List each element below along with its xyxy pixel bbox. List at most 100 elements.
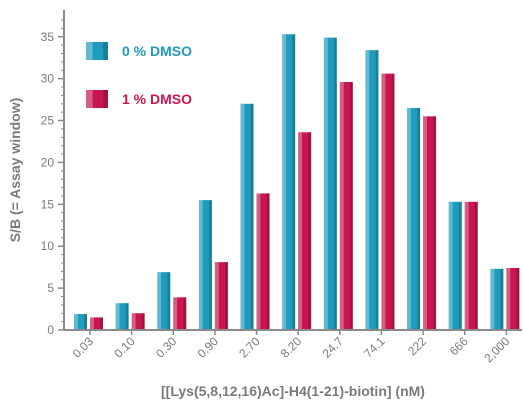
bar-s0-6	[323, 37, 337, 330]
x-axis-title: [[Lys(5,8,12,16)Ac]-H4(1-21)-biotin] (nM…	[161, 383, 425, 399]
bar-s1-6-highlight	[339, 82, 344, 330]
y-tick-label-7: 35	[41, 30, 55, 44]
x-tick-label-0: 0.03	[70, 334, 97, 361]
bar-s0-3-fill	[198, 200, 212, 330]
bar-s1-8	[423, 116, 437, 330]
bar-s1-4	[256, 193, 270, 330]
x-tick-label-8: 222	[405, 334, 429, 358]
bar-s1-0-highlight	[90, 317, 94, 330]
x-tick-label-9: 666	[447, 334, 471, 358]
legend-swatch-1-shade	[103, 90, 108, 108]
y-tick-label-1: 5	[47, 281, 54, 295]
bar-s0-9-fill	[448, 201, 462, 330]
bar-s1-1	[131, 313, 145, 330]
legend-label-1: 1 % DMSO	[122, 91, 192, 107]
bar-s0-1-shade	[125, 303, 129, 330]
bar-s0-4-fill	[240, 103, 254, 330]
bar-s0-5	[282, 34, 296, 330]
bar-s0-4-shade	[250, 103, 254, 330]
bar-s1-3	[214, 262, 228, 330]
bar-s1-5-shade	[308, 132, 312, 330]
bar-s0-8	[407, 107, 421, 330]
bar-s0-0-fill	[74, 314, 87, 330]
x-tick-label-2: 0.30	[153, 334, 180, 361]
bar-s0-10	[490, 268, 504, 330]
bar-s0-2-highlight	[157, 272, 162, 330]
bar-s1-0	[90, 317, 103, 330]
bar-s1-2-highlight	[173, 297, 178, 330]
bar-s0-2-shade	[167, 272, 171, 330]
bar-s1-9-shade	[474, 201, 478, 330]
bars-group	[74, 34, 520, 331]
bar-s0-1	[115, 303, 129, 330]
legend-swatch-1-fill	[86, 90, 108, 108]
bar-s1-8-shade	[433, 116, 437, 330]
legend-swatch-0-shade	[103, 42, 108, 60]
bar-s1-8-highlight	[423, 116, 427, 330]
legend-label-0: 0 % DMSO	[122, 43, 192, 59]
x-tick-label-3: 0.90	[195, 334, 222, 361]
bar-s0-6-shade	[333, 37, 337, 330]
bar-s1-9-fill	[464, 201, 478, 330]
y-tick-label-5: 25	[41, 114, 55, 128]
bar-s1-9-highlight	[464, 201, 469, 330]
bar-s0-7-shade	[375, 50, 379, 330]
bar-s0-8-shade	[417, 107, 421, 330]
bar-s1-3-fill	[214, 262, 228, 330]
bar-s1-6-shade	[349, 82, 353, 330]
y-tick-label-3: 15	[41, 197, 55, 211]
bar-s0-9-shade	[458, 201, 462, 330]
bar-s1-9	[464, 201, 478, 330]
x-tick-label-6: 24.7	[320, 334, 347, 361]
bar-s1-2	[173, 297, 187, 330]
bar-s1-5-highlight	[298, 132, 303, 330]
bar-s0-4-highlight	[240, 103, 245, 330]
bar-s0-10-fill	[490, 268, 504, 330]
bar-s1-8-fill	[423, 116, 437, 330]
legend-swatch-0	[86, 42, 108, 60]
bar-s1-7	[381, 73, 395, 331]
bar-s1-3-highlight	[214, 262, 219, 330]
bar-s1-10	[506, 268, 520, 330]
bar-s1-1-shade	[141, 313, 145, 330]
bar-s0-8-highlight	[407, 107, 411, 330]
y-axis-title: S/B (= Assay window)	[7, 98, 23, 243]
bar-s0-1-fill	[115, 303, 129, 330]
bar-s0-4	[240, 103, 254, 330]
bar-s0-9	[448, 201, 462, 330]
bar-s0-7-highlight	[365, 50, 370, 330]
legend-swatch-1-highlight	[86, 90, 93, 108]
x-tick-label-4: 2.70	[236, 334, 263, 361]
bar-s1-5	[298, 132, 312, 330]
bar-s0-0	[74, 314, 87, 330]
x-tick-label-7: 74.1	[361, 334, 388, 361]
bar-s1-0-fill	[90, 317, 103, 330]
bar-s1-1-highlight	[131, 313, 136, 330]
bar-s0-2	[157, 272, 171, 330]
bar-s0-8-fill	[407, 107, 421, 330]
bar-s1-4-highlight	[256, 193, 261, 330]
bar-s1-3-shade	[225, 262, 228, 330]
y-tick-label-2: 10	[41, 239, 55, 253]
y-tick-label-0: 0	[47, 323, 54, 337]
bar-s1-4-fill	[256, 193, 270, 330]
bar-s0-0-highlight	[74, 314, 78, 330]
x-ticks-group: 0.03 0.10 0.30 0.90 2.70 8.20 24.7 74.1 222 666 2,…	[70, 330, 513, 365]
bar-s1-10-shade	[516, 268, 520, 330]
legend: 0 % DMSO 1 % DMSO	[86, 42, 192, 108]
bar-s0-9-highlight	[448, 201, 453, 330]
bar-s0-10-highlight	[490, 268, 495, 330]
bar-s1-7-highlight	[381, 73, 386, 331]
bar-s1-5-fill	[298, 132, 312, 330]
bar-s0-10-shade	[500, 268, 504, 330]
bar-s1-7-fill	[381, 73, 395, 331]
bar-s1-4-shade	[266, 193, 270, 330]
bar-s0-5-shade	[292, 34, 296, 330]
bar-s1-6	[339, 82, 353, 330]
bar-s0-2-fill	[157, 272, 171, 330]
bar-s1-2-shade	[183, 297, 187, 330]
bar-s0-0-shade	[84, 314, 87, 330]
bar-s0-1-highlight	[115, 303, 120, 330]
y-ticks-group: 0 5 10 15 20 25 30 35	[41, 19, 64, 337]
